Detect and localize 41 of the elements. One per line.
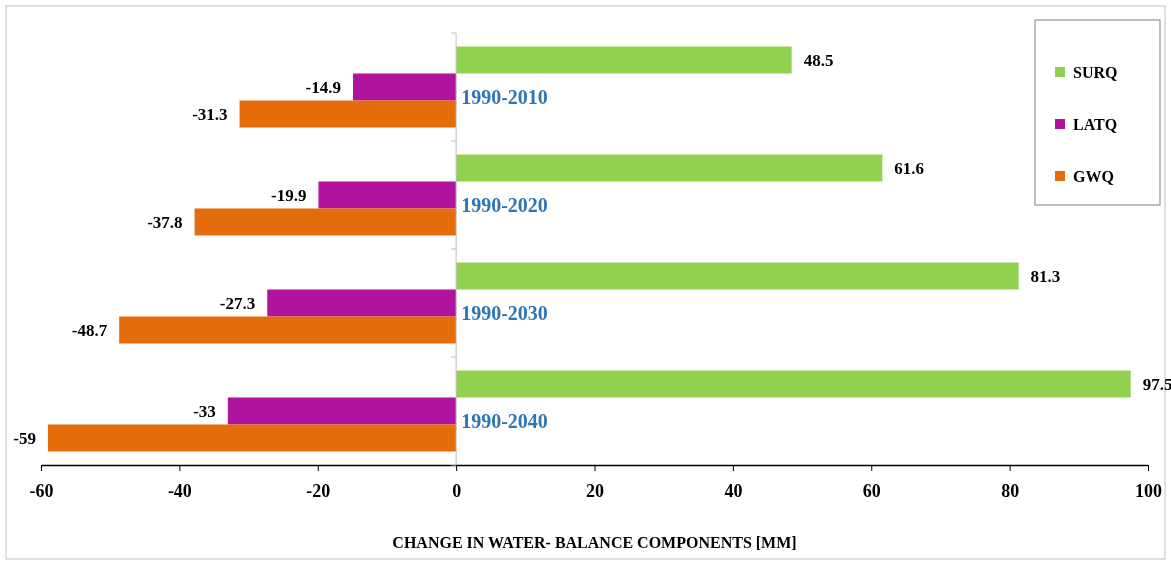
- legend-label: GWQ: [1073, 167, 1114, 185]
- x-tick-label: -60: [29, 481, 54, 502]
- data-label: -27.3: [219, 293, 256, 313]
- x-tick-label: 80: [1001, 481, 1020, 502]
- data-label: -19.9: [271, 185, 307, 205]
- data-label: -31.3: [192, 104, 228, 124]
- y-tick-label: 1990-2040: [461, 410, 548, 432]
- bar: [47, 424, 457, 452]
- bar: [227, 397, 457, 425]
- data-label: -14.9: [305, 77, 342, 97]
- bar: [456, 370, 1131, 398]
- bar: [353, 73, 457, 101]
- legend-label: SURQ: [1073, 63, 1118, 81]
- x-tick-label: 20: [586, 481, 604, 502]
- bar: [318, 181, 457, 209]
- y-tick-label: 1990-2020: [461, 194, 548, 216]
- bar: [456, 154, 883, 182]
- legend-label: LATQ: [1073, 115, 1118, 133]
- y-tick-label: 1990-2030: [461, 302, 548, 324]
- data-label: 81.3: [1030, 266, 1061, 286]
- bar: [456, 46, 792, 74]
- data-label: 61.6: [894, 158, 925, 178]
- x-tick-label: 60: [862, 481, 881, 502]
- x-tick-label: -40: [167, 481, 192, 502]
- data-label: -48.7: [71, 320, 108, 340]
- x-axis-title: CHANGE IN WATER- BALANCE COMPONENTS [MM]: [392, 534, 797, 551]
- data-label: -37.8: [147, 212, 183, 232]
- data-label: 97.5: [1142, 374, 1171, 394]
- x-tick-label: -20: [306, 481, 331, 502]
- bar: [267, 289, 457, 317]
- bar: [456, 262, 1019, 290]
- bar: [119, 316, 457, 344]
- data-label: 48.5: [803, 50, 834, 70]
- y-tick-label: 1990-2010: [461, 86, 548, 108]
- bar: [194, 208, 457, 236]
- x-tick-label: 40: [724, 481, 743, 502]
- x-tick-label: 0: [452, 481, 462, 502]
- bar: [239, 100, 457, 128]
- x-tick-label: 100: [1135, 481, 1162, 502]
- data-label: -59: [13, 428, 36, 448]
- data-label: -33: [193, 401, 216, 421]
